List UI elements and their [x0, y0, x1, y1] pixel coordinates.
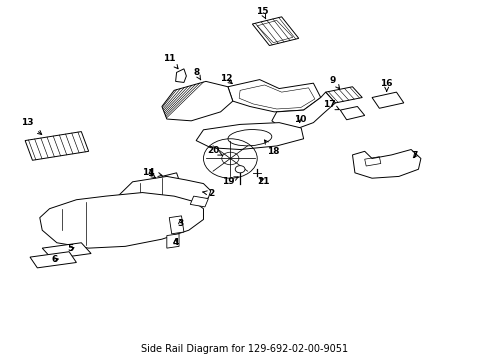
Text: 20: 20 [207, 146, 222, 155]
Text: 5: 5 [67, 244, 74, 253]
Polygon shape [340, 107, 365, 120]
Text: 9: 9 [330, 76, 340, 89]
Polygon shape [118, 176, 211, 207]
Polygon shape [190, 196, 208, 207]
Polygon shape [272, 92, 335, 128]
Text: Side Rail Diagram for 129-692-02-00-9051: Side Rail Diagram for 129-692-02-00-9051 [142, 344, 348, 354]
Text: 14: 14 [142, 168, 162, 177]
Polygon shape [162, 173, 179, 184]
Text: 6: 6 [51, 255, 58, 264]
Ellipse shape [228, 130, 272, 146]
Polygon shape [42, 243, 91, 259]
Text: 21: 21 [257, 177, 270, 186]
Polygon shape [30, 252, 76, 268]
Polygon shape [326, 87, 362, 103]
Text: 7: 7 [412, 151, 418, 160]
Polygon shape [196, 123, 304, 149]
Circle shape [235, 166, 245, 173]
Polygon shape [40, 193, 203, 248]
Text: 8: 8 [193, 68, 201, 80]
Polygon shape [352, 149, 421, 178]
Text: 3: 3 [177, 219, 184, 228]
Polygon shape [228, 80, 321, 112]
Polygon shape [252, 17, 299, 45]
Polygon shape [169, 216, 184, 234]
Polygon shape [25, 132, 89, 160]
Polygon shape [162, 81, 233, 121]
Polygon shape [175, 69, 186, 82]
Polygon shape [372, 92, 404, 108]
Text: 10: 10 [294, 115, 306, 124]
Text: 16: 16 [380, 79, 393, 91]
Text: 17: 17 [323, 100, 339, 110]
Text: 2: 2 [203, 189, 215, 198]
Text: 1: 1 [147, 169, 156, 178]
Text: 11: 11 [163, 54, 178, 69]
Polygon shape [167, 234, 179, 248]
Text: 15: 15 [256, 7, 269, 19]
Text: 4: 4 [172, 238, 179, 247]
Text: 13: 13 [22, 118, 42, 135]
Text: 19: 19 [221, 177, 238, 186]
Text: 18: 18 [265, 140, 280, 156]
Text: 12: 12 [220, 75, 233, 84]
